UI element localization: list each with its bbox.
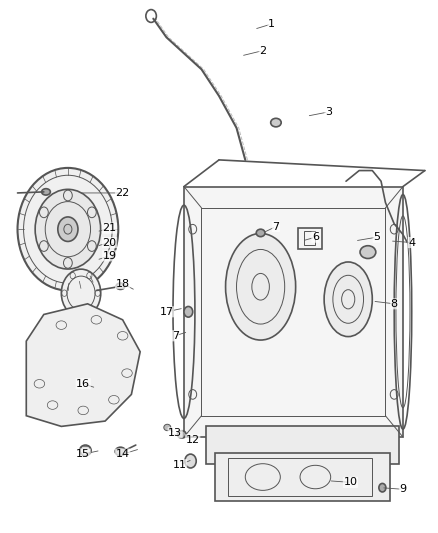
Text: 17: 17 <box>159 307 173 317</box>
Ellipse shape <box>164 424 171 431</box>
Bar <box>298 228 322 249</box>
Ellipse shape <box>61 269 101 317</box>
Bar <box>206 426 399 464</box>
Text: 6: 6 <box>312 232 319 242</box>
Ellipse shape <box>324 262 372 337</box>
Text: 21: 21 <box>102 223 117 233</box>
Text: 12: 12 <box>186 435 200 445</box>
Ellipse shape <box>35 189 101 269</box>
Text: 20: 20 <box>102 238 117 247</box>
Ellipse shape <box>271 118 281 127</box>
Text: 13: 13 <box>168 428 182 438</box>
Bar <box>184 187 403 437</box>
Bar <box>228 458 372 496</box>
Ellipse shape <box>184 306 193 317</box>
Text: 1: 1 <box>268 19 275 29</box>
Text: 3: 3 <box>325 107 332 117</box>
Ellipse shape <box>80 445 91 456</box>
Text: 5: 5 <box>373 232 380 242</box>
Text: 22: 22 <box>116 188 130 198</box>
Ellipse shape <box>360 246 376 259</box>
Text: 15: 15 <box>76 449 90 459</box>
Ellipse shape <box>58 217 78 241</box>
Ellipse shape <box>116 283 125 289</box>
Text: 7: 7 <box>172 331 179 341</box>
Text: 19: 19 <box>102 251 117 261</box>
Ellipse shape <box>379 483 386 492</box>
Ellipse shape <box>256 229 265 237</box>
Text: 11: 11 <box>173 460 187 470</box>
Text: 10: 10 <box>343 478 357 487</box>
Bar <box>215 453 390 501</box>
Text: 7: 7 <box>272 222 279 231</box>
Text: 8: 8 <box>391 299 398 309</box>
Ellipse shape <box>42 189 50 195</box>
Ellipse shape <box>185 454 196 468</box>
Ellipse shape <box>226 233 296 340</box>
Text: 18: 18 <box>116 279 130 288</box>
Polygon shape <box>26 304 140 426</box>
Text: 16: 16 <box>76 379 90 389</box>
Ellipse shape <box>18 168 118 290</box>
Bar <box>304 231 315 245</box>
Text: 9: 9 <box>399 484 406 494</box>
Ellipse shape <box>115 447 126 456</box>
Text: 2: 2 <box>259 46 266 55</box>
Text: 14: 14 <box>116 449 130 459</box>
Text: 4: 4 <box>408 238 415 247</box>
Ellipse shape <box>177 431 186 438</box>
